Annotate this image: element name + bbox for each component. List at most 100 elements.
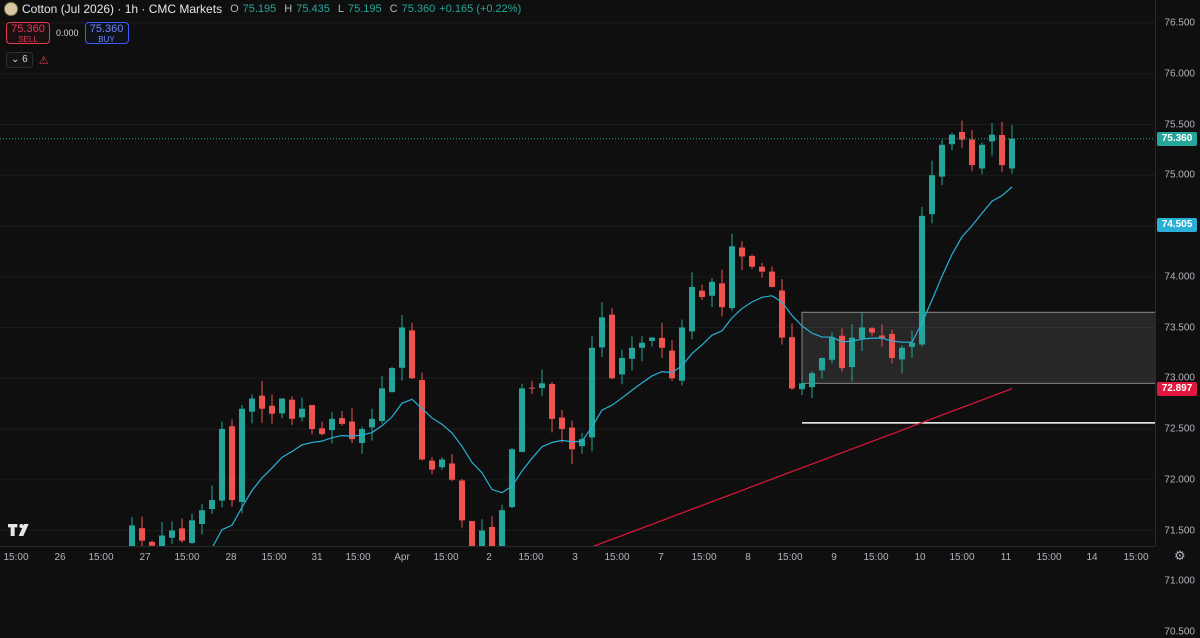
candle-body bbox=[489, 527, 495, 582]
candle-body bbox=[269, 405, 275, 414]
candle-body bbox=[649, 337, 655, 341]
gear-icon[interactable]: ⚙ bbox=[1174, 548, 1186, 563]
candle-body bbox=[919, 215, 925, 345]
candle-body bbox=[859, 327, 865, 339]
sell-label: SELL bbox=[18, 35, 38, 44]
candle-body bbox=[299, 408, 305, 418]
time-tick: 7 bbox=[658, 552, 664, 563]
buy-button[interactable]: 75.360 BUY bbox=[84, 22, 129, 44]
candle-body bbox=[839, 335, 845, 369]
time-tick: 9 bbox=[831, 552, 837, 563]
time-tick: 26 bbox=[54, 552, 66, 563]
candle-body bbox=[779, 290, 785, 338]
candle-body bbox=[799, 383, 805, 390]
candle-body bbox=[199, 510, 205, 525]
candle-body bbox=[149, 541, 155, 546]
price-tick: 76.000 bbox=[1164, 68, 1195, 80]
spread-value: 0.000 bbox=[56, 28, 79, 38]
time-tick: 15:00 bbox=[1036, 552, 1062, 563]
low-value: 75.195 bbox=[348, 3, 382, 15]
price-tick: 70.500 bbox=[1164, 626, 1195, 638]
candle-body bbox=[429, 460, 435, 470]
candle-body bbox=[659, 337, 665, 348]
time-tick: Apr bbox=[394, 552, 410, 563]
high-label: H bbox=[284, 3, 293, 15]
candles bbox=[39, 120, 1015, 638]
candle-body bbox=[459, 480, 465, 521]
sell-price: 75.360 bbox=[11, 23, 45, 35]
candle-body bbox=[769, 271, 775, 287]
range-rectangle[interactable] bbox=[801, 311, 1200, 384]
time-tick: 15:00 bbox=[949, 552, 975, 563]
candle-body bbox=[559, 417, 565, 429]
time-tick: 10 bbox=[914, 552, 926, 563]
candle-body bbox=[889, 333, 895, 358]
time-tick: 15:00 bbox=[433, 552, 459, 563]
high-value: 75.435 bbox=[296, 3, 330, 15]
candle-body bbox=[399, 327, 405, 368]
time-tick: 15:00 bbox=[518, 552, 544, 563]
open-value: 75.195 bbox=[242, 3, 277, 15]
candle-body bbox=[1009, 138, 1015, 169]
candle-body bbox=[609, 314, 615, 379]
time-axis[interactable]: 15:00 26 15:00 27 15:00 28 15:00 31 15:00 Apr 15:0… bbox=[0, 546, 1155, 567]
symbol-title[interactable]: Cotton (Jul 2026) · 1h · CMC Markets bbox=[22, 2, 223, 16]
candle-body bbox=[389, 368, 395, 393]
time-tick: 28 bbox=[225, 552, 237, 563]
candle-body bbox=[509, 449, 515, 508]
alert-icon[interactable]: ⚠ bbox=[38, 54, 49, 67]
time-tick: 31 bbox=[311, 552, 323, 563]
price-axis[interactable]: 76.50076.00075.50075.00074.50074.00073.5… bbox=[1155, 0, 1200, 638]
candle-body bbox=[259, 395, 265, 409]
time-tick: 11 bbox=[1000, 552, 1012, 563]
indicators-row: ⌄ 6 ⚠ bbox=[6, 52, 49, 68]
low-label: L bbox=[337, 3, 345, 15]
candle-body bbox=[629, 347, 635, 359]
candle-body bbox=[639, 342, 645, 348]
candle-body bbox=[349, 421, 355, 440]
time-tick: 15:00 bbox=[88, 552, 114, 563]
price-tag: 75.360 bbox=[1157, 131, 1197, 146]
candle-body bbox=[999, 135, 1005, 166]
time-tick: 15:00 bbox=[777, 552, 803, 563]
candle-body bbox=[879, 335, 885, 338]
candle-body bbox=[929, 175, 935, 215]
candle-body bbox=[909, 342, 915, 347]
candle-body bbox=[759, 266, 765, 272]
close-label: C bbox=[389, 3, 398, 15]
time-tick: 3 bbox=[572, 552, 578, 563]
candle-body bbox=[689, 286, 695, 332]
candle-body bbox=[959, 132, 965, 140]
time-tick: 8 bbox=[745, 552, 751, 563]
candle-body bbox=[519, 388, 525, 452]
candle-body bbox=[679, 327, 685, 381]
candle-body bbox=[329, 418, 335, 431]
change-value: +0.165 (+0.22%) bbox=[439, 3, 522, 15]
price-tick: 74.000 bbox=[1164, 271, 1195, 283]
candle-body bbox=[189, 520, 195, 543]
candle-body bbox=[419, 380, 425, 460]
candle-body bbox=[499, 510, 505, 584]
price-tag: 74.505 bbox=[1157, 218, 1197, 233]
price-tick: 71.500 bbox=[1164, 525, 1195, 536]
candle-body bbox=[569, 427, 575, 450]
symbol-icon bbox=[4, 2, 18, 16]
candle-body bbox=[719, 283, 725, 308]
candle-body bbox=[899, 347, 905, 360]
candle-body bbox=[219, 429, 225, 501]
sell-button[interactable]: 75.360 SELL bbox=[6, 22, 50, 44]
candle-body bbox=[709, 281, 715, 296]
price-tick: 75.500 bbox=[1164, 119, 1195, 130]
time-tick: 15:00 bbox=[863, 552, 889, 563]
candle-body bbox=[339, 418, 345, 424]
time-tick: 15:00 bbox=[604, 552, 630, 563]
candle-body bbox=[139, 528, 145, 541]
buy-price: 75.360 bbox=[89, 23, 124, 35]
candle-body bbox=[939, 144, 945, 177]
candle-body bbox=[439, 459, 445, 468]
candle-body bbox=[729, 246, 735, 309]
indicators-toggle[interactable]: ⌄ 6 bbox=[6, 52, 33, 68]
candle-body bbox=[589, 347, 595, 438]
